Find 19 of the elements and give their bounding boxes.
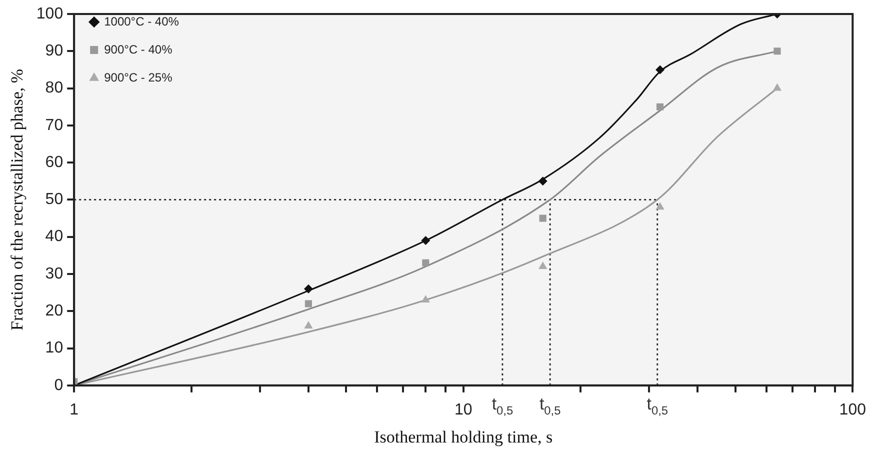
- x-axis-title: Isothermal holding time, s: [374, 427, 553, 446]
- legend-label: 1000°C - 40%: [104, 14, 180, 28]
- y-tick-label: 60: [45, 154, 64, 171]
- y-tick-label: 20: [45, 302, 64, 320]
- x-tick-label: 100: [839, 401, 866, 418]
- y-tick-label: 90: [45, 42, 64, 60]
- x-tick-label: 10: [454, 401, 472, 418]
- legend-label: 900°C - 40%: [104, 42, 173, 56]
- y-tick-label: 100: [36, 5, 64, 22]
- y-tick-label: 50: [45, 191, 64, 208]
- y-tick-label: 10: [45, 340, 64, 357]
- y-tick-label: 70: [45, 116, 64, 134]
- x-tick-label: 1: [70, 401, 79, 418]
- legend-label: 900°C - 25%: [104, 70, 173, 84]
- y-tick-label: 40: [45, 228, 64, 246]
- y-axis-title: Fraction of the recrystallized phase, %: [8, 68, 27, 330]
- y-tick-label: 80: [45, 80, 64, 97]
- y-tick-label: 0: [54, 376, 64, 394]
- y-tick-label: 30: [45, 265, 64, 282]
